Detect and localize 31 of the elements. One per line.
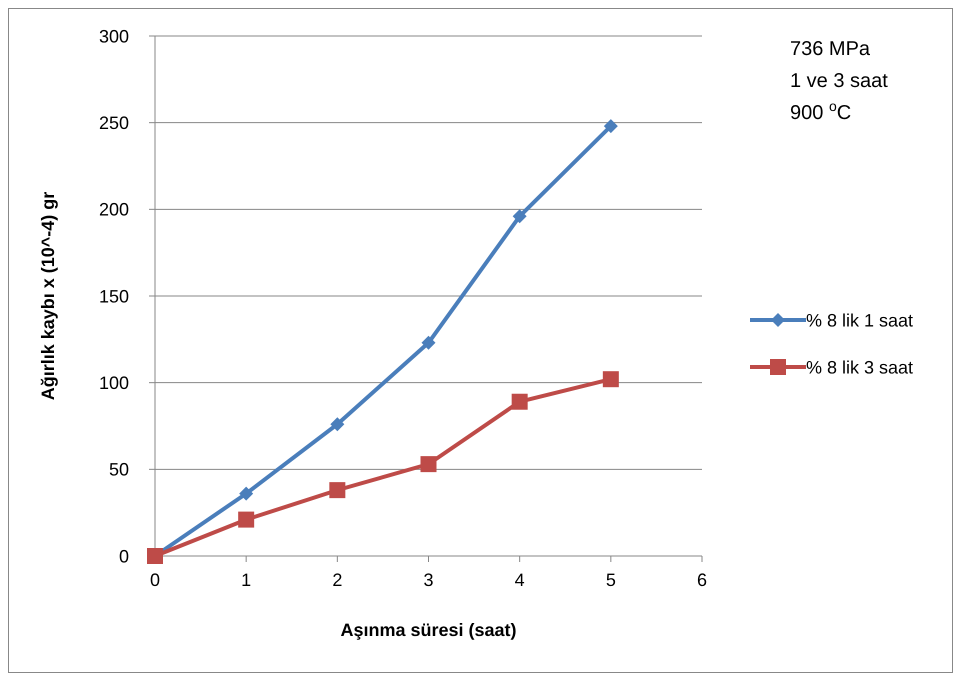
x-axis-title: Aşınma süresi (saat) xyxy=(340,620,517,640)
y-tick-label: 300 xyxy=(98,26,129,46)
point xyxy=(602,371,619,388)
x-tick-label: 1 xyxy=(241,570,252,590)
point xyxy=(330,417,344,432)
point xyxy=(238,512,254,528)
point xyxy=(239,486,254,501)
point xyxy=(604,119,618,134)
text: 736 MPa xyxy=(790,38,871,60)
x-tick-label: 0 xyxy=(150,570,160,590)
point xyxy=(329,482,346,498)
y-tick-label: 250 xyxy=(98,112,129,133)
text: 1 ve 3 saat xyxy=(790,70,888,92)
y-tick-label: 100 xyxy=(98,372,129,393)
point xyxy=(420,456,436,472)
legend-label: % 8 lik 3 saat xyxy=(806,357,914,378)
y-axis-title: Ağırlık kaybı x (10^-4) gr xyxy=(38,192,58,400)
text: 900 $^{o}$C xyxy=(790,98,852,124)
legend-label: % 8 lik 1 saat xyxy=(806,310,914,330)
point xyxy=(512,394,528,410)
point xyxy=(422,336,436,350)
x-tick-label: 4 xyxy=(514,570,525,590)
y-tick-label: 50 xyxy=(108,460,129,480)
x-tick-label: 2 xyxy=(332,570,342,590)
y-tick-label: 200 xyxy=(98,200,129,220)
x-tick-label: 6 xyxy=(696,570,708,590)
y-tick-label: 150 xyxy=(98,286,129,306)
x-tick-label: 5 xyxy=(606,570,616,590)
point xyxy=(512,209,527,224)
y-tick-label: 0 xyxy=(118,546,129,566)
x-tick-label: 3 xyxy=(423,570,434,590)
